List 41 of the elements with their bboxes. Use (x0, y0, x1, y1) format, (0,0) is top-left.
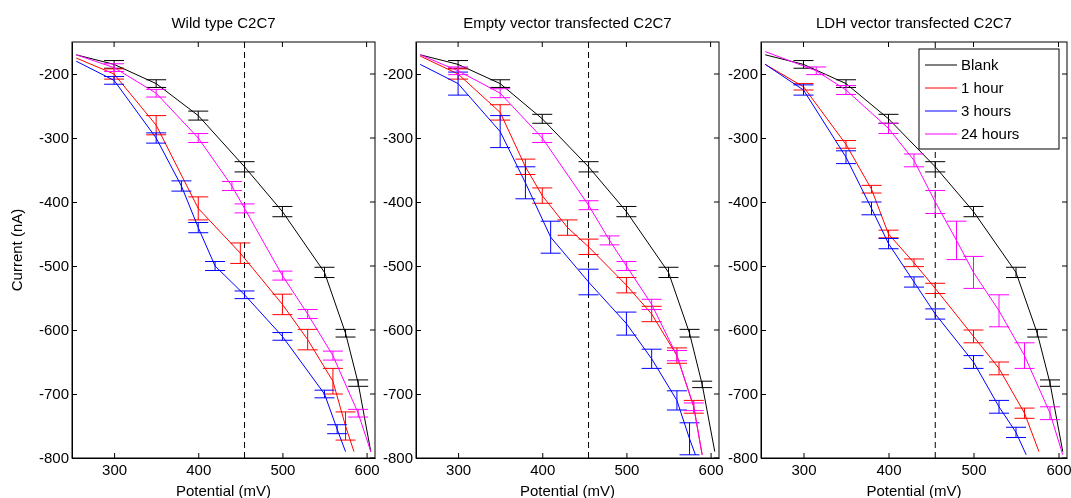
y-tick-label: -500 (38, 257, 69, 275)
y-tick-label: -600 (38, 321, 69, 339)
y-tick-label: -800 (382, 449, 413, 467)
x-tick-label: 300 (102, 460, 128, 478)
x-tick-label: 400 (876, 460, 902, 478)
chart-title: Wild type C2C7 (171, 14, 276, 31)
y-axis-title: Current (nA) (8, 208, 25, 292)
x-tick-label: 600 (1046, 460, 1071, 478)
legend-label: 24 hours (961, 125, 1020, 142)
chart-title: LDH vector transfected C2C7 (816, 14, 1012, 31)
x-tick-label: 400 (530, 460, 556, 478)
y-tick-label: -700 (38, 385, 69, 403)
legend-label: Blank (961, 56, 1000, 73)
y-tick-label: -300 (727, 129, 758, 147)
y-tick-label: -400 (38, 193, 69, 211)
y-tick-label: -500 (382, 257, 413, 275)
y-tick-label: -300 (382, 129, 413, 147)
legend-label: 3 hours (961, 102, 1012, 119)
x-tick-label: 600 (354, 460, 380, 478)
x-tick-label: 500 (614, 460, 640, 478)
y-tick-label: -500 (727, 257, 758, 275)
x-tick-label: 400 (186, 460, 212, 478)
x-tick-label: 500 (270, 460, 296, 478)
y-tick-label: -200 (38, 65, 69, 83)
y-tick-label: -400 (727, 193, 758, 211)
y-tick-label: -600 (727, 321, 758, 339)
chart-title: Empty vector transfected C2C7 (463, 14, 672, 31)
x-tick-label: 600 (698, 460, 724, 478)
y-tick-label: -300 (38, 129, 69, 147)
y-tick-label: -200 (382, 65, 413, 83)
y-tick-label: -700 (382, 385, 413, 403)
y-tick-label: -600 (382, 321, 413, 339)
x-tick-label: 300 (446, 460, 472, 478)
y-tick-label: -200 (727, 65, 758, 83)
legend-label: 1 hour (961, 79, 1004, 96)
y-tick-label: -800 (727, 449, 758, 467)
x-tick-label: 500 (961, 460, 987, 478)
y-tick-label: -700 (727, 385, 758, 403)
y-tick-label: -800 (38, 449, 69, 467)
x-tick-label: 300 (791, 460, 817, 478)
y-tick-label: -400 (382, 193, 413, 211)
